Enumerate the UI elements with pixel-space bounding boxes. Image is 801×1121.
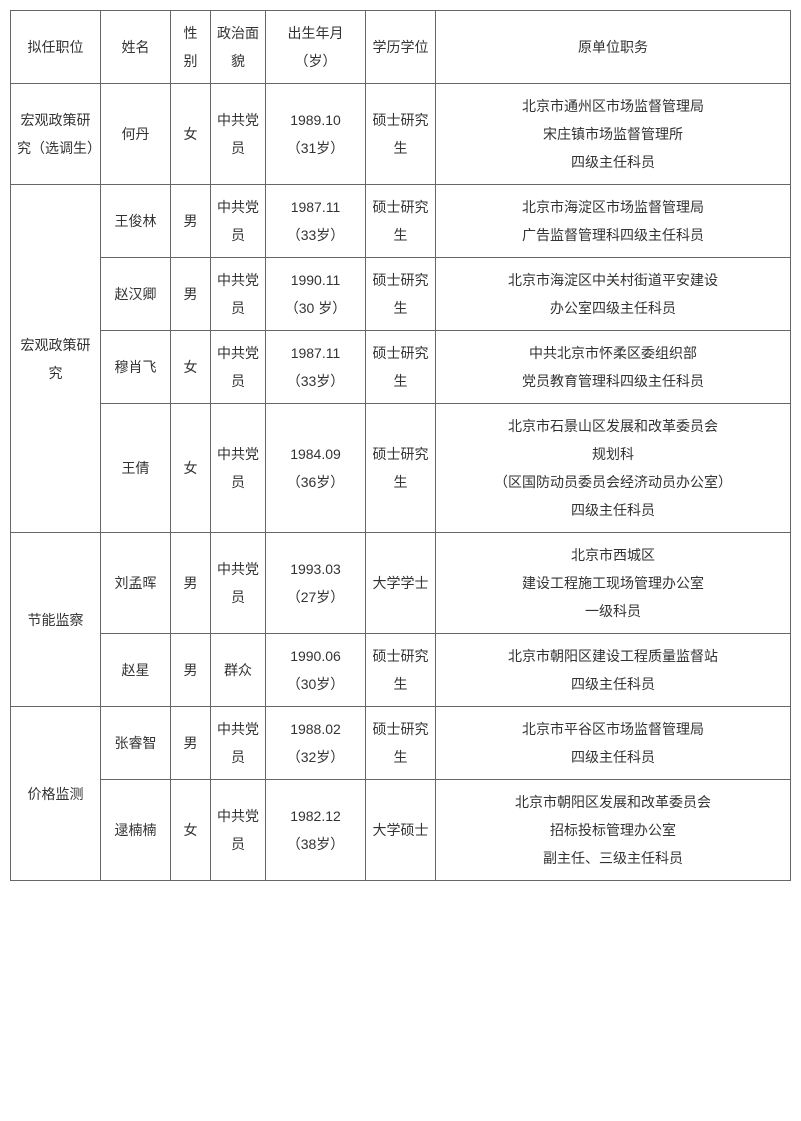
cell-edu: 硕士研究生 [366, 258, 436, 331]
cell-name: 王俊林 [101, 185, 171, 258]
cell-position: 宏观政策研究 [11, 185, 101, 533]
cell-org: 北京市石景山区发展和改革委员会 规划科 （区国防动员委员会经济动员办公室） 四级… [436, 404, 791, 533]
cell-gender: 男 [171, 185, 211, 258]
cell-birth: 1993.03 （27岁） [266, 533, 366, 634]
cell-name: 何丹 [101, 84, 171, 185]
cell-gender: 男 [171, 634, 211, 707]
table-row: 节能监察 刘孟晖 男 中共党员 1993.03 （27岁） 大学学士 北京市西城… [11, 533, 791, 634]
cell-name: 王倩 [101, 404, 171, 533]
cell-birth: 1984.09 （36岁） [266, 404, 366, 533]
cell-position: 宏观政策研究（选调生） [11, 84, 101, 185]
cell-politics: 群众 [211, 634, 266, 707]
cell-gender: 女 [171, 331, 211, 404]
cell-gender: 女 [171, 84, 211, 185]
col-header-gender: 性别 [171, 11, 211, 84]
cell-gender: 女 [171, 404, 211, 533]
cell-edu: 硕士研究生 [366, 84, 436, 185]
table-row: 宏观政策研究 王俊林 男 中共党员 1987.11 （33岁） 硕士研究生 北京… [11, 185, 791, 258]
cell-edu: 硕士研究生 [366, 634, 436, 707]
cell-politics: 中共党员 [211, 258, 266, 331]
cell-gender: 男 [171, 533, 211, 634]
table-row: 逯楠楠 女 中共党员 1982.12 （38岁） 大学硕士 北京市朝阳区发展和改… [11, 780, 791, 881]
cell-name: 穆肖飞 [101, 331, 171, 404]
cell-birth: 1990.06 （30岁） [266, 634, 366, 707]
cell-edu: 大学学士 [366, 533, 436, 634]
cell-gender: 男 [171, 707, 211, 780]
cell-politics: 中共党员 [211, 780, 266, 881]
cell-birth: 1987.11 （33岁） [266, 331, 366, 404]
cell-edu: 硕士研究生 [366, 185, 436, 258]
cell-birth: 1987.11 （33岁） [266, 185, 366, 258]
col-header-birth: 出生年月（岁） [266, 11, 366, 84]
cell-gender: 男 [171, 258, 211, 331]
cell-name: 逯楠楠 [101, 780, 171, 881]
cell-name: 赵汉卿 [101, 258, 171, 331]
cell-org: 北京市朝阳区发展和改革委员会 招标投标管理办公室 副主任、三级主任科员 [436, 780, 791, 881]
cell-org: 北京市朝阳区建设工程质量监督站 四级主任科员 [436, 634, 791, 707]
cell-org: 北京市通州区市场监督管理局 宋庄镇市场监督管理所 四级主任科员 [436, 84, 791, 185]
cell-name: 张睿智 [101, 707, 171, 780]
table-header-row: 拟任职位 姓名 性别 政治面貌 出生年月（岁） 学历学位 原单位职务 [11, 11, 791, 84]
table-row: 宏观政策研究（选调生） 何丹 女 中共党员 1989.10 （31岁） 硕士研究… [11, 84, 791, 185]
cell-birth: 1990.11 （30 岁） [266, 258, 366, 331]
table-row: 赵汉卿 男 中共党员 1990.11 （30 岁） 硕士研究生 北京市海淀区中关… [11, 258, 791, 331]
cell-gender: 女 [171, 780, 211, 881]
cell-politics: 中共党员 [211, 84, 266, 185]
cell-org: 北京市海淀区市场监督管理局 广告监督管理科四级主任科员 [436, 185, 791, 258]
cell-position: 节能监察 [11, 533, 101, 707]
table-row: 王倩 女 中共党员 1984.09 （36岁） 硕士研究生 北京市石景山区发展和… [11, 404, 791, 533]
cell-birth: 1982.12 （38岁） [266, 780, 366, 881]
col-header-politics: 政治面貌 [211, 11, 266, 84]
cell-edu: 硕士研究生 [366, 404, 436, 533]
table-row: 穆肖飞 女 中共党员 1987.11 （33岁） 硕士研究生 中共北京市怀柔区委… [11, 331, 791, 404]
cell-name: 赵星 [101, 634, 171, 707]
cell-birth: 1989.10 （31岁） [266, 84, 366, 185]
personnel-table: 拟任职位 姓名 性别 政治面貌 出生年月（岁） 学历学位 原单位职务 宏观政策研… [10, 10, 791, 881]
cell-position: 价格监测 [11, 707, 101, 881]
cell-edu: 硕士研究生 [366, 331, 436, 404]
cell-org: 中共北京市怀柔区委组织部 党员教育管理科四级主任科员 [436, 331, 791, 404]
col-header-position: 拟任职位 [11, 11, 101, 84]
cell-politics: 中共党员 [211, 707, 266, 780]
cell-politics: 中共党员 [211, 185, 266, 258]
cell-birth: 1988.02 （32岁） [266, 707, 366, 780]
col-header-org: 原单位职务 [436, 11, 791, 84]
table-row: 价格监测 张睿智 男 中共党员 1988.02 （32岁） 硕士研究生 北京市平… [11, 707, 791, 780]
cell-politics: 中共党员 [211, 331, 266, 404]
cell-org: 北京市西城区 建设工程施工现场管理办公室 一级科员 [436, 533, 791, 634]
cell-politics: 中共党员 [211, 404, 266, 533]
cell-name: 刘孟晖 [101, 533, 171, 634]
col-header-name: 姓名 [101, 11, 171, 84]
cell-politics: 中共党员 [211, 533, 266, 634]
cell-edu: 大学硕士 [366, 780, 436, 881]
col-header-edu: 学历学位 [366, 11, 436, 84]
cell-org: 北京市平谷区市场监督管理局 四级主任科员 [436, 707, 791, 780]
table-body: 宏观政策研究（选调生） 何丹 女 中共党员 1989.10 （31岁） 硕士研究… [11, 84, 791, 881]
cell-edu: 硕士研究生 [366, 707, 436, 780]
cell-org: 北京市海淀区中关村街道平安建设 办公室四级主任科员 [436, 258, 791, 331]
table-row: 赵星 男 群众 1990.06 （30岁） 硕士研究生 北京市朝阳区建设工程质量… [11, 634, 791, 707]
